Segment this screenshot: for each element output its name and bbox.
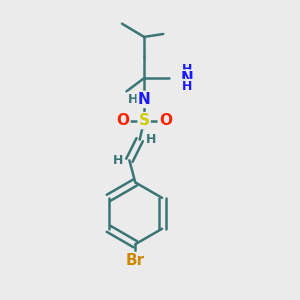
Text: O: O <box>159 113 172 128</box>
Text: N: N <box>181 71 194 86</box>
Text: O: O <box>116 113 129 128</box>
Text: Br: Br <box>126 253 145 268</box>
Text: H: H <box>182 63 193 76</box>
Text: H: H <box>128 93 138 106</box>
Text: H: H <box>182 80 193 93</box>
Text: H: H <box>113 154 123 167</box>
Text: S: S <box>139 113 150 128</box>
Text: H: H <box>146 133 156 146</box>
Text: N: N <box>138 92 151 107</box>
